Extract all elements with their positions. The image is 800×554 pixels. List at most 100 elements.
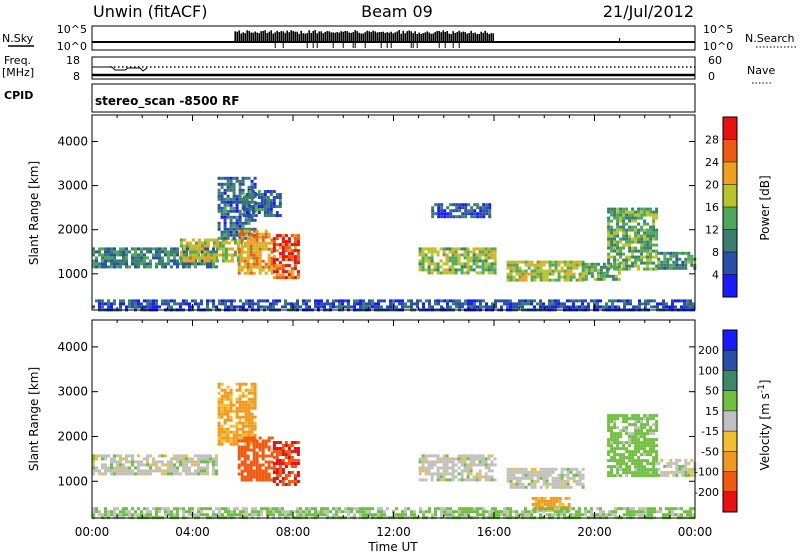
power-cell <box>113 302 116 306</box>
power-cell <box>424 247 428 251</box>
power-cell <box>464 302 467 306</box>
velocity-cell <box>233 510 236 514</box>
velocity-cell <box>649 441 653 445</box>
power-cell <box>536 272 540 276</box>
power-cell <box>478 256 482 260</box>
power-cell <box>281 276 285 280</box>
velocity-cell <box>264 472 268 476</box>
power-cell <box>473 305 476 309</box>
power-cell <box>209 265 212 269</box>
power-cell <box>257 205 261 208</box>
velocity-cell <box>657 473 661 477</box>
power-cell <box>527 260 531 264</box>
power-cell <box>392 299 395 303</box>
velocity-cell <box>290 471 294 474</box>
velocity-cell <box>246 439 250 443</box>
velocity-cell <box>558 502 562 506</box>
velocity-cell <box>440 513 443 517</box>
power-cell <box>254 208 258 211</box>
velocity-cell <box>599 507 602 511</box>
velocity-cell <box>545 479 549 483</box>
velocity-cell <box>302 513 305 517</box>
velocity-cell <box>270 454 274 458</box>
power-cell <box>281 264 285 268</box>
power-cell <box>248 214 252 217</box>
velocity-cell <box>678 470 682 474</box>
power-cell <box>622 228 626 232</box>
velocity-cell <box>560 510 563 514</box>
power-cell <box>185 244 189 248</box>
power-cell <box>323 302 326 306</box>
power-cell <box>619 255 623 259</box>
power-cell <box>164 250 167 254</box>
power-cell <box>221 241 225 245</box>
power-cell <box>251 302 254 306</box>
velocity-cell <box>278 441 282 444</box>
power-cell <box>223 215 227 219</box>
power-cell <box>235 230 239 234</box>
velocity-cell <box>185 466 188 470</box>
power-cell <box>215 305 218 309</box>
velocity-cell <box>122 513 125 517</box>
power-cell <box>684 257 688 261</box>
power-cell <box>687 257 691 261</box>
power-colorbar-tick-label: 20 <box>705 179 719 192</box>
power-cell <box>290 267 294 271</box>
power-cell <box>173 259 176 263</box>
velocity-cell <box>616 468 620 472</box>
velocity-cell <box>149 463 152 467</box>
velocity-cell <box>244 400 248 404</box>
power-cell <box>458 206 462 210</box>
velocity-cell <box>610 450 614 454</box>
power-cell <box>137 262 140 266</box>
power-cell <box>473 299 476 303</box>
velocity-cell <box>449 510 452 514</box>
power-cell <box>275 264 279 268</box>
power-cell <box>194 250 198 254</box>
power-cell <box>170 265 173 269</box>
velocity-cell <box>445 460 449 464</box>
power-cell <box>335 305 338 309</box>
velocity-cell <box>261 445 265 449</box>
velocity-cell <box>607 417 611 421</box>
velocity-cell <box>652 468 656 472</box>
power-cell <box>440 305 443 309</box>
power-cell <box>655 210 659 214</box>
power-cell <box>442 271 446 275</box>
power-cell <box>287 249 291 253</box>
velocity-cell <box>543 502 547 506</box>
power-cell <box>253 176 257 180</box>
velocity-cell <box>643 435 647 439</box>
power-cell <box>223 236 227 240</box>
power-cell <box>246 268 250 272</box>
power-cell <box>329 302 332 306</box>
power-cell <box>257 202 261 205</box>
power-cell <box>320 302 323 306</box>
power-cell <box>463 256 467 260</box>
power-cell <box>607 231 611 235</box>
velocity-cell <box>554 485 558 489</box>
power-cell <box>347 299 350 303</box>
velocity-cell <box>287 447 291 450</box>
power-cell <box>269 214 273 217</box>
power-cell <box>281 240 285 244</box>
velocity-cell <box>206 513 209 517</box>
power-cell <box>230 259 234 263</box>
power-cell <box>643 267 647 271</box>
power-cell <box>608 274 612 278</box>
velocity-cell <box>640 459 644 463</box>
velocity-cell <box>272 480 276 483</box>
velocity-cell <box>232 436 236 440</box>
velocity-cell <box>613 414 617 418</box>
power-cell <box>251 196 255 199</box>
power-cell <box>269 305 272 309</box>
power-cell <box>258 268 262 272</box>
power-cell <box>610 249 614 253</box>
velocity-cell <box>619 453 623 457</box>
power-cell <box>95 265 98 269</box>
power-cell <box>479 302 482 306</box>
velocity-cell <box>421 469 425 473</box>
power-cell <box>628 240 632 244</box>
velocity-cell <box>631 438 635 442</box>
power-cell <box>620 299 623 303</box>
